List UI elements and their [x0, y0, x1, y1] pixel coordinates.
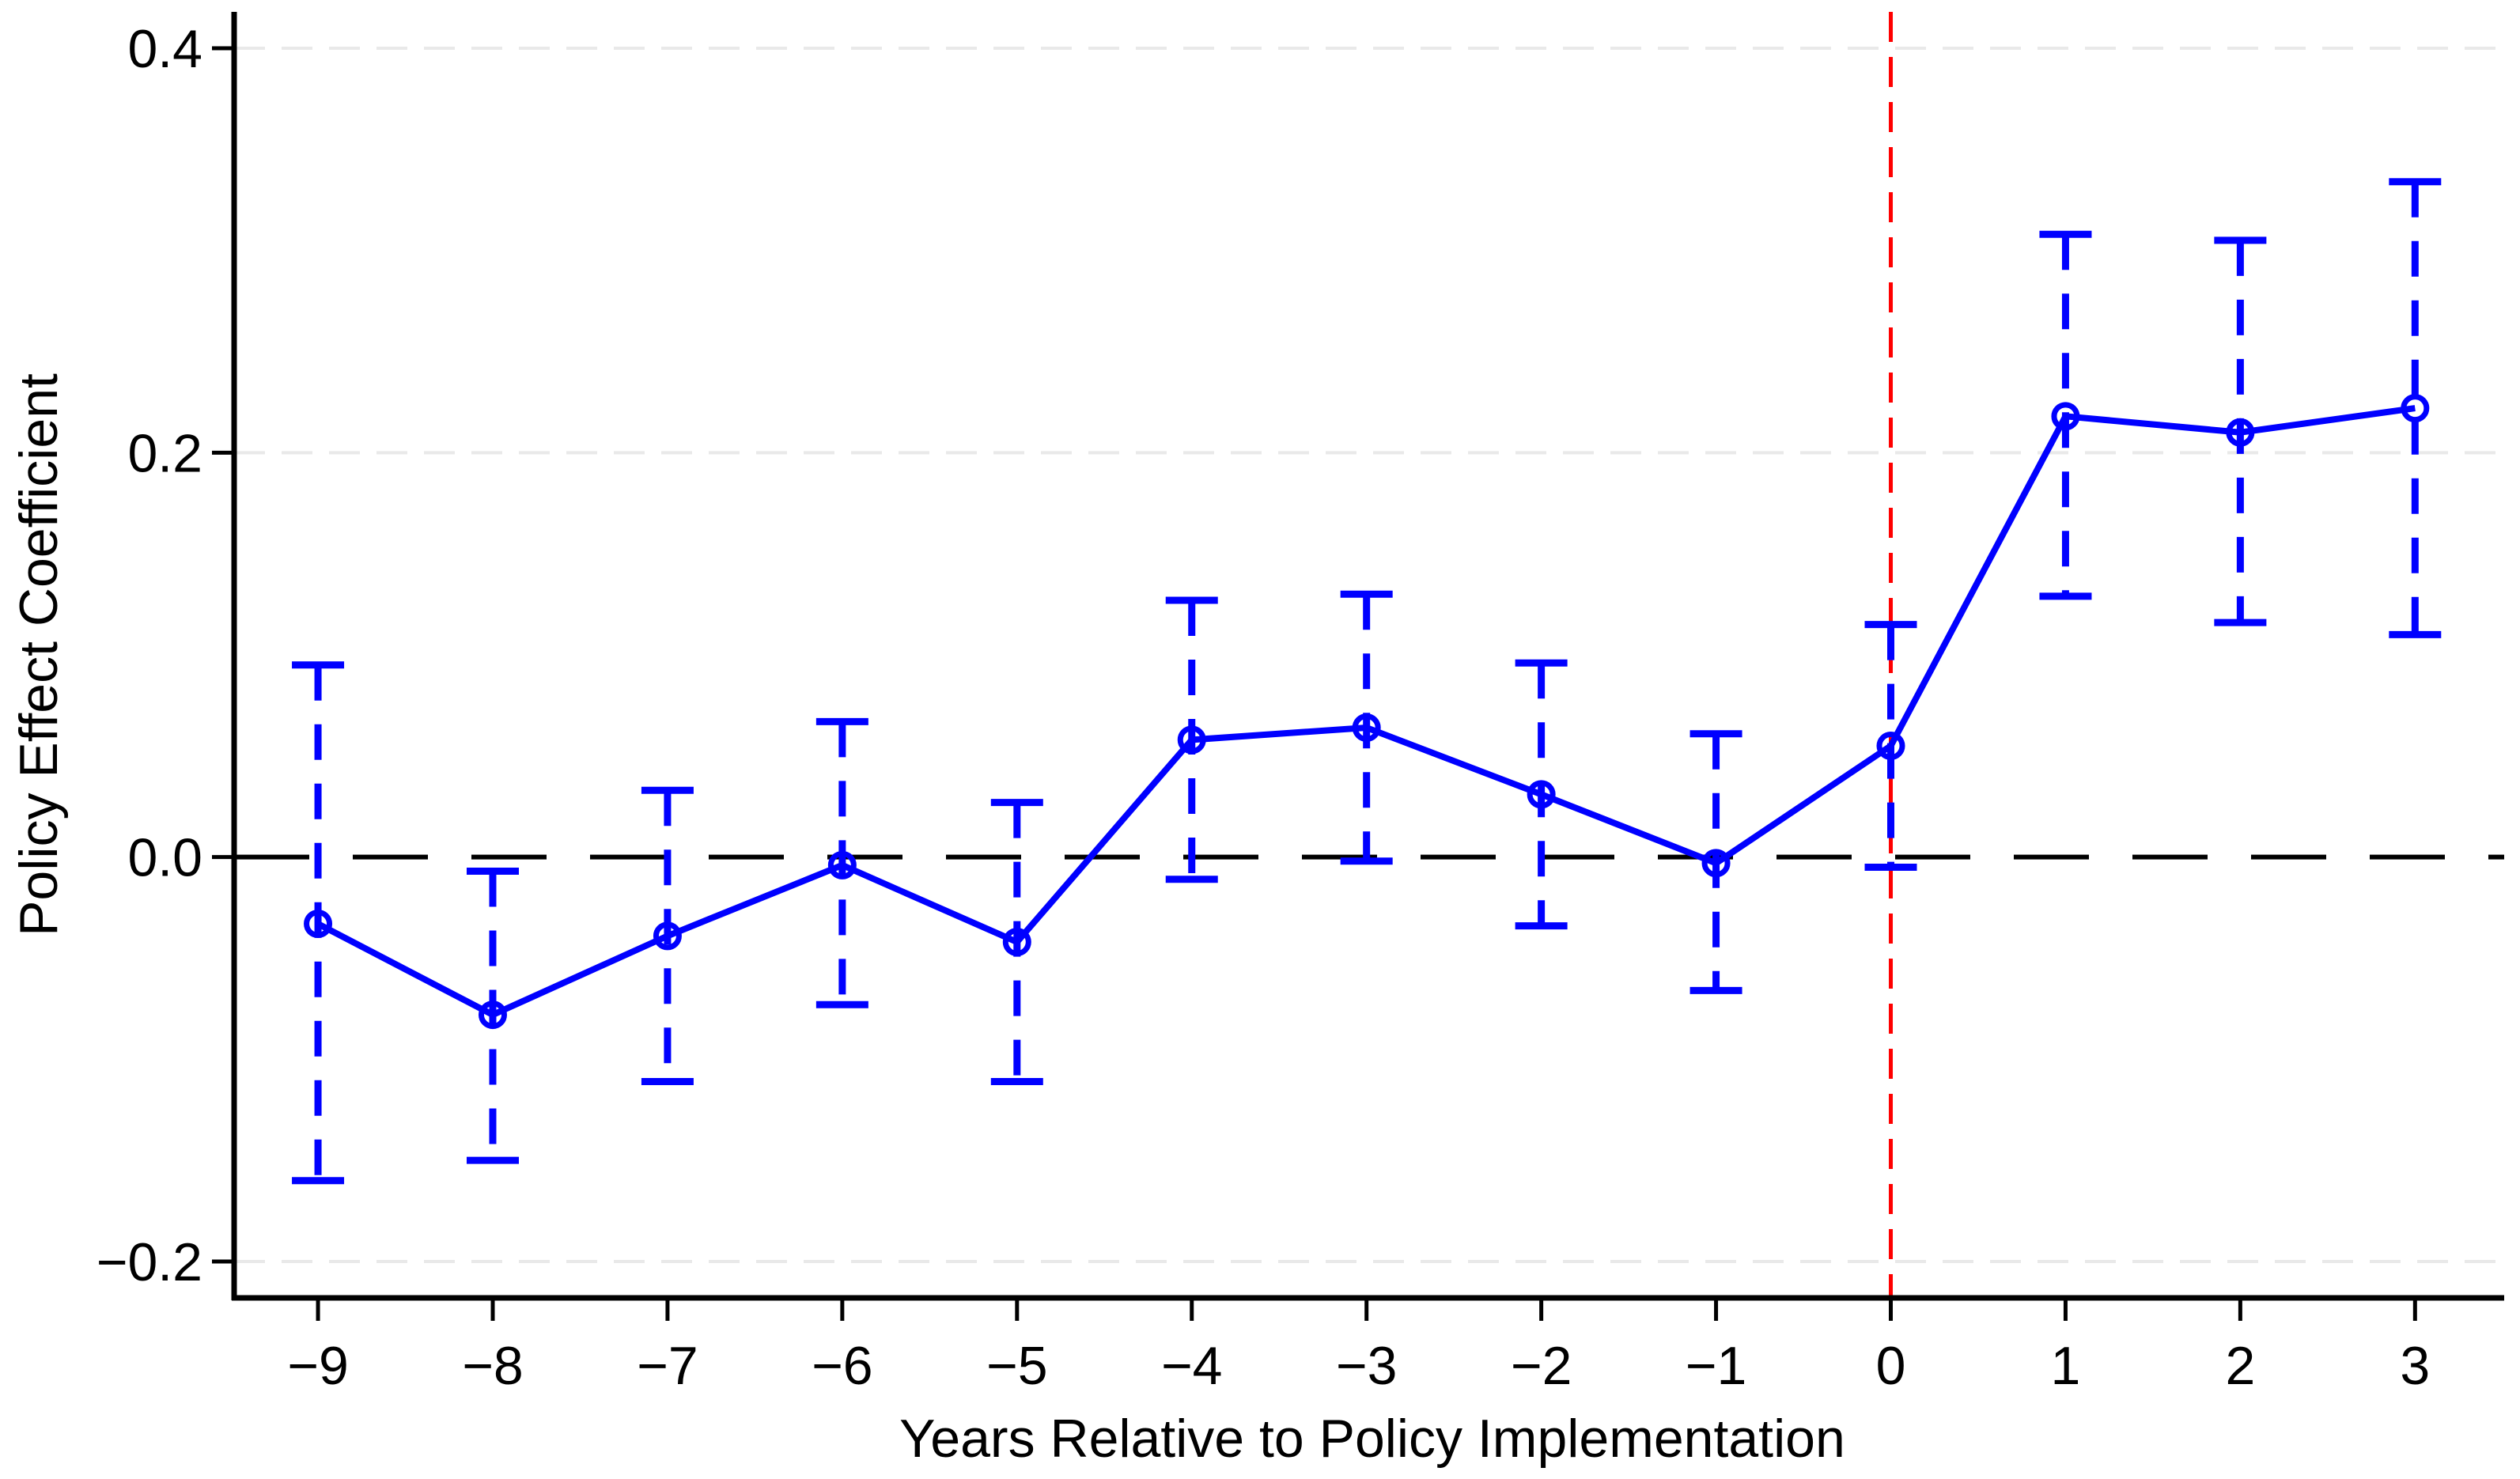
x-tick-label: −8 [462, 1336, 524, 1396]
y-axis-title: Policy Effect Coefficient [9, 373, 69, 936]
data-point-marker [827, 850, 857, 879]
confidence-intervals-group [292, 178, 2442, 1185]
x-tick-label: 1 [2051, 1336, 2081, 1396]
tick-labels-group: 0.4 0.2 0.0 −0.2 −9 −8 −7 −6 −5 −4 −3 −2 −1 0 1 2 3 [96, 19, 2430, 1396]
x-tick-label: 3 [2400, 1336, 2430, 1396]
series-group [304, 394, 2430, 1030]
data-point-marker [2401, 394, 2430, 423]
gridlines-group [234, 47, 2507, 1263]
x-tick-label: −2 [1511, 1336, 1572, 1396]
data-point-marker [1352, 713, 1381, 743]
data-point-marker [1527, 780, 1556, 809]
coefficient-line [316, 405, 2416, 1019]
y-tick-label: −0.2 [96, 1232, 202, 1292]
x-tick-label: −6 [812, 1336, 873, 1396]
x-axis-title: Years Relative to Policy Implementation [899, 1409, 1845, 1469]
x-tick-label: −5 [986, 1336, 1048, 1396]
data-point-marker [2226, 418, 2255, 447]
axes-group [212, 12, 2504, 1321]
y-tick-label: 0.2 [127, 423, 202, 483]
data-point-marker [653, 921, 682, 951]
data-point-marker [304, 910, 333, 939]
x-tick-label: 2 [2225, 1336, 2255, 1396]
y-tick-label: 0.0 [127, 828, 202, 888]
x-tick-label: −4 [1161, 1336, 1223, 1396]
x-tick-label: 0 [1876, 1336, 1906, 1396]
x-tick-label: −7 [637, 1336, 698, 1396]
data-point-marker [478, 1000, 507, 1030]
data-point-marker [2051, 402, 2080, 431]
data-point-marker [1701, 849, 1731, 878]
data-point-marker [1177, 725, 1206, 755]
x-tick-label: −3 [1336, 1336, 1398, 1396]
y-tick-label: 0.4 [127, 19, 202, 79]
data-point-marker [1002, 928, 1031, 957]
x-tick-label: −1 [1686, 1336, 1747, 1396]
data-point-marker [1876, 732, 1905, 761]
x-tick-label: −9 [287, 1336, 349, 1396]
